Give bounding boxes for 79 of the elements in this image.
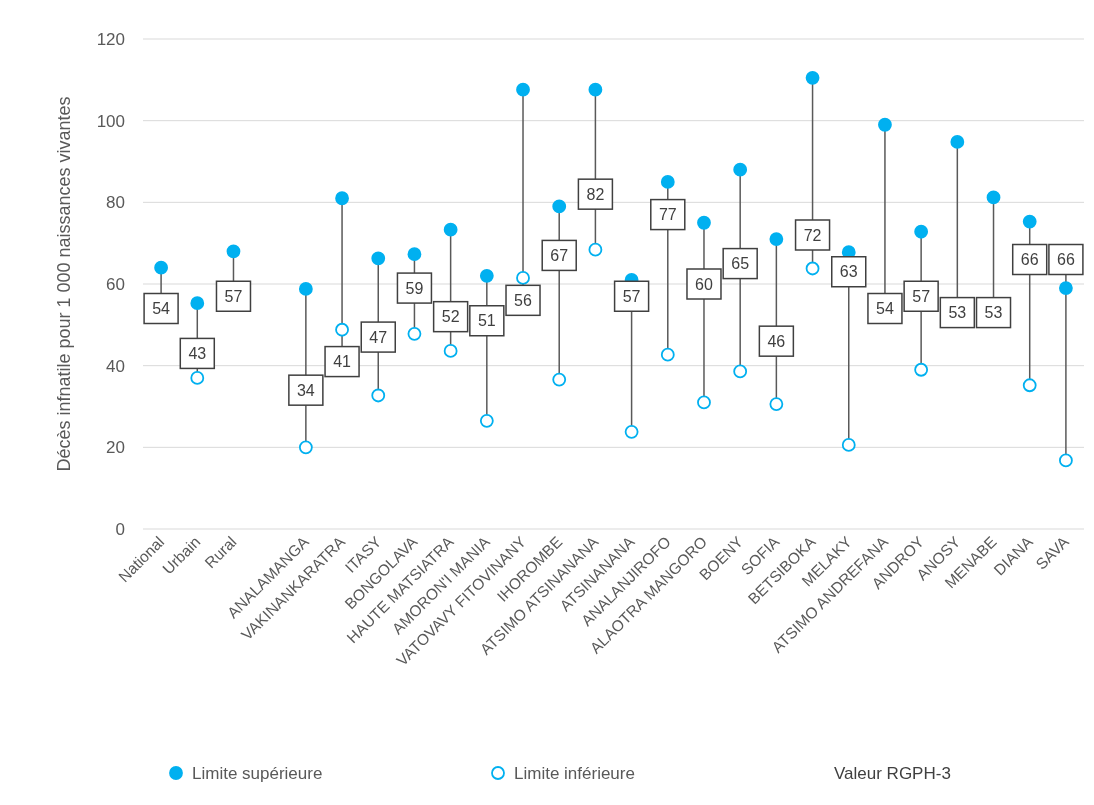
- point: [516, 82, 530, 97]
- point: [986, 190, 1001, 205]
- point: [371, 251, 386, 266]
- legend-label: Limite inférieure: [514, 763, 635, 783]
- point: [407, 247, 422, 262]
- point: [443, 344, 458, 358]
- data-label: 52: [441, 308, 460, 326]
- point: [552, 199, 567, 214]
- point: [950, 135, 965, 149]
- data-label: 53: [984, 304, 1003, 322]
- point: [407, 326, 422, 341]
- y-tick-label: 80: [106, 193, 125, 213]
- point: [516, 270, 530, 285]
- point: [1022, 214, 1037, 229]
- data-label: 43: [188, 345, 207, 363]
- point: [588, 242, 603, 257]
- point: [1059, 281, 1073, 295]
- data-label: 67: [550, 247, 569, 265]
- point: [805, 261, 820, 276]
- legend-label: Limite supérieure: [192, 763, 323, 783]
- y-tick-label: 100: [96, 111, 125, 131]
- point: [298, 440, 313, 455]
- y-axis-title: Décès infnatile pour 1 000 naissances vivantes: [54, 96, 74, 472]
- point: [841, 437, 856, 452]
- point: [660, 175, 675, 189]
- data-label: 54: [152, 300, 171, 318]
- data-label: 47: [369, 328, 388, 346]
- point: [697, 215, 711, 230]
- point: [914, 224, 929, 239]
- point: [769, 397, 784, 411]
- point: [335, 191, 349, 206]
- data-label: 82: [586, 185, 605, 203]
- data-label: 72: [803, 226, 822, 244]
- text: Valeur RGPH-3: [834, 763, 951, 783]
- data-label: 51: [477, 312, 496, 330]
- data-label: 57: [224, 287, 243, 305]
- point: [298, 282, 313, 296]
- point: [1022, 378, 1037, 393]
- y-tick-label: 0: [115, 519, 125, 539]
- point: [733, 364, 748, 379]
- data-label: 54: [876, 300, 894, 318]
- point: [733, 162, 748, 177]
- data-label: 56: [514, 291, 533, 309]
- data-label: 34: [296, 381, 315, 399]
- y-tick-label: 60: [106, 274, 125, 294]
- data-label: 60: [695, 275, 713, 293]
- point: [805, 70, 820, 85]
- data-label: 53: [948, 304, 967, 322]
- point: [588, 82, 603, 97]
- data-label: 66: [1057, 251, 1075, 269]
- point: [624, 424, 639, 439]
- data-label: 65: [731, 255, 750, 273]
- point: [335, 322, 349, 337]
- data-label: 59: [405, 279, 424, 297]
- point: [878, 117, 892, 132]
- point: [1059, 453, 1073, 468]
- y-tick-label: 120: [96, 29, 125, 49]
- data-label: 63: [839, 263, 858, 281]
- point: [660, 347, 675, 362]
- data-label: 46: [767, 332, 786, 350]
- point: [371, 388, 386, 403]
- point: [190, 371, 205, 385]
- point: [914, 362, 929, 377]
- point: [697, 395, 711, 410]
- point: [154, 260, 168, 275]
- point: [226, 244, 241, 259]
- point: [479, 413, 494, 428]
- data-label: 57: [912, 287, 931, 305]
- data-label: 41: [333, 353, 352, 371]
- data-label: 77: [658, 206, 677, 224]
- point: [769, 232, 784, 246]
- point: [552, 372, 567, 387]
- data-label: 66: [1020, 251, 1039, 269]
- y-tick-label: 40: [106, 356, 125, 376]
- point: [443, 222, 458, 237]
- point: [190, 296, 205, 311]
- y-tick-label: 20: [106, 438, 125, 458]
- data-label: 57: [622, 287, 641, 305]
- point: [479, 268, 494, 283]
